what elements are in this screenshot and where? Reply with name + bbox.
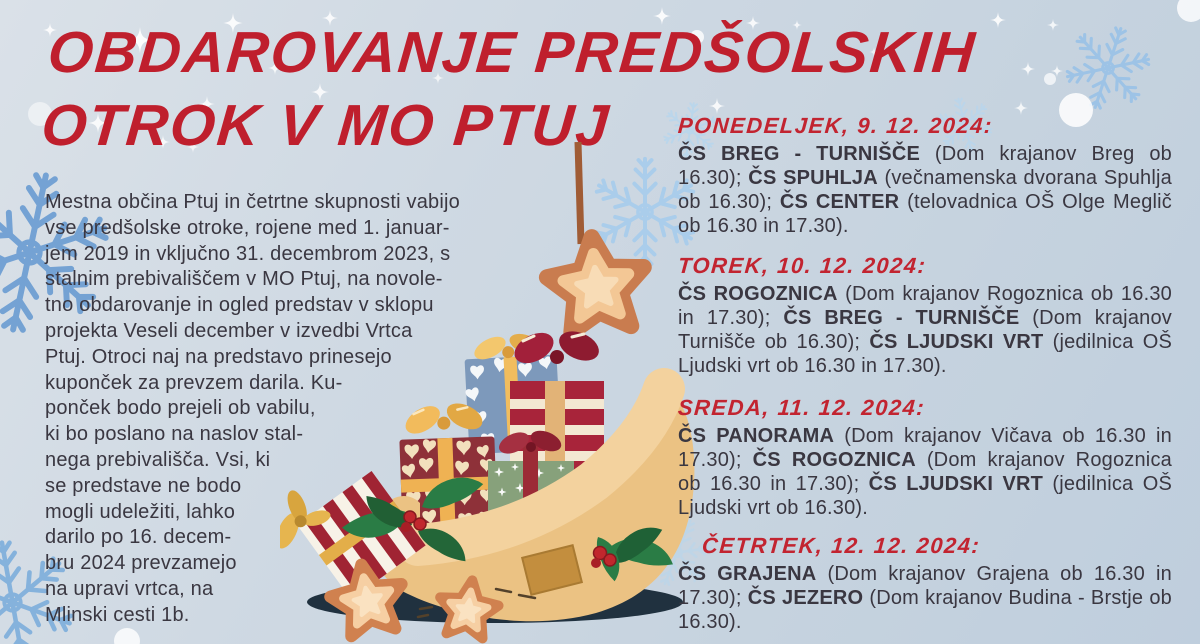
day-details: ČS BREG - TURNIŠČE (Dom krajanov Breg ob…	[678, 143, 1173, 237]
star-icon	[543, 232, 649, 334]
schedule-day-thursday: ČETRTEK, 12. 12. 2024: ČS GRAJENA (Dom k…	[678, 532, 1172, 634]
sparkle-icon	[1047, 19, 1059, 31]
day-header: PONEDELJEK, 9. 12. 2024:	[677, 113, 994, 138]
sparkle-icon	[1051, 65, 1063, 77]
day-details: ČS GRAJENA (Dom krajanov Grajena ob 16.3…	[678, 563, 1172, 633]
day-header: ČETRTEK, 12. 12. 2024:	[701, 533, 982, 558]
schedule-day-tuesday: TOREK, 10. 12. 2024: ČS ROGOZNICA (Dom k…	[677, 252, 1172, 378]
bokeh-dot	[1177, 0, 1200, 22]
title-line-1: OBDAROVANJE PREDŠOLSKIH	[45, 20, 979, 85]
snowflake-icon	[1050, 10, 1166, 126]
schedule-day-wednesday: SREDA, 11. 12. 2024: ČS PANORAMA (Dom kr…	[677, 394, 1172, 520]
holly-right-icon	[591, 518, 678, 584]
gift-red-striped	[510, 331, 604, 493]
intro-paragraph: Mestna občina Ptuj in četrtne skupnosti …	[45, 191, 460, 626]
day-details: ČS ROGOZNICA (Dom krajanov Rogoznica ob …	[678, 283, 1172, 377]
bag-patch	[520, 544, 584, 596]
sparkle-icon	[990, 12, 1006, 28]
hanging-star-ornament	[535, 142, 665, 342]
day-header: SREDA, 11. 12. 2024:	[677, 395, 927, 420]
day-details: ČS PANORAMA (Dom krajanov Vičava ob 16.3…	[678, 425, 1172, 519]
day-header: TOREK, 10. 12. 2024:	[677, 253, 928, 278]
bokeh-dot	[114, 628, 140, 644]
schedule-day-monday: PONEDELJEK, 9. 12. 2024: ČS BREG - TURNI…	[677, 112, 1173, 238]
sparkle-icon	[1021, 62, 1035, 76]
bokeh-dot	[1044, 73, 1056, 85]
